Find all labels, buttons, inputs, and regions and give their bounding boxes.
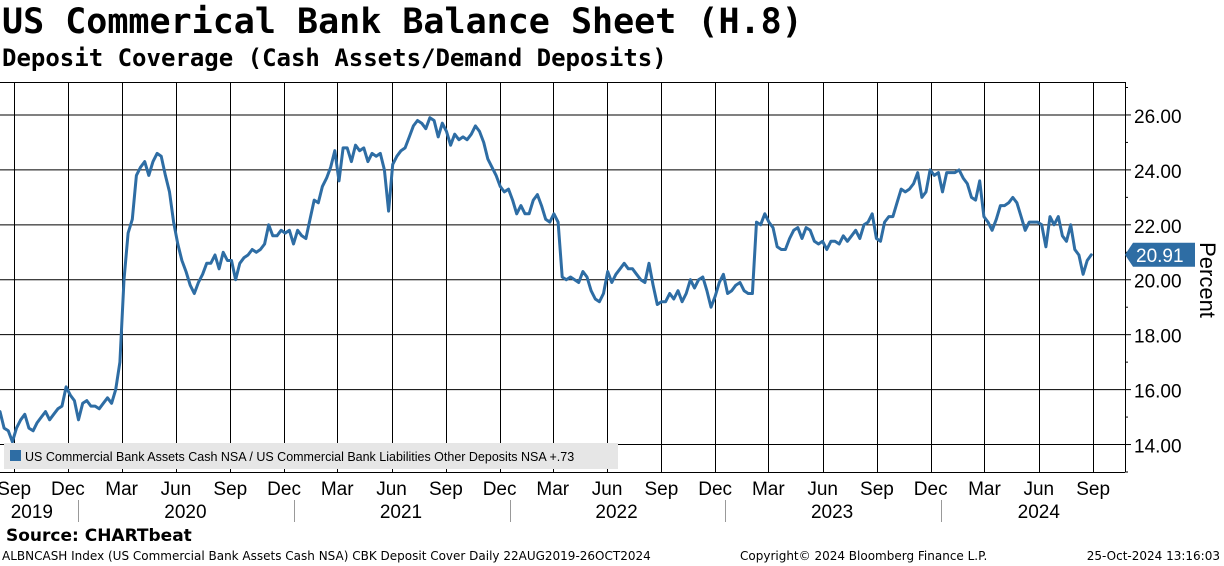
y-tick-label: 16.00 (1134, 382, 1182, 403)
y-axis: 14.00 16.00 18.00 20.00 22.00 24.00 26.00 Perce… (1125, 86, 1220, 473)
chart-subtitle: Deposit Coverage (Cash Assets/Demand Dep… (2, 44, 667, 72)
last-value-label: 20.91 (1136, 246, 1184, 267)
x-tick-label: Sep (645, 479, 679, 500)
x-tick-label: Sep (0, 479, 31, 500)
x-year-label: 2019 (11, 502, 53, 523)
last-value-tag: 20.91 (1125, 242, 1195, 267)
footer-timestamp: 25-Oct-2024 13:16:03 (1086, 549, 1220, 563)
last-value-tag-bg (1125, 242, 1195, 267)
y-tick-label: 26.00 (1134, 107, 1182, 128)
legend-label: US Commercial Bank Assets Cash NSA / US … (25, 450, 574, 464)
x-tick-label: Dec (698, 479, 732, 500)
x-tick-label: Dec (483, 479, 517, 500)
footer-index-info: ALBNCASH Index (US Commercial Bank Asset… (2, 549, 651, 563)
y-tick-label: 22.00 (1134, 217, 1182, 238)
x-tick-label: Sep (860, 479, 894, 500)
x-year-label: 2023 (811, 502, 853, 523)
x-year-label: 2024 (1018, 502, 1061, 523)
y-tick-label: 14.00 (1134, 437, 1182, 458)
x-tick-label: Jun (807, 479, 838, 500)
x-tick-label: Jun (592, 479, 623, 500)
x-year-label: 2020 (164, 502, 206, 523)
x-tick-label: Mar (968, 479, 1001, 500)
legend: US Commercial Bank Assets Cash NSA / US … (4, 443, 618, 469)
x-tick-label: Sep (1076, 479, 1110, 500)
source-note: Source: CHARTbeat (6, 526, 192, 546)
chart-title: US Commerical Bank Balance Sheet (H.8) (2, 2, 803, 42)
series-layer (0, 116, 1093, 444)
x-tick-label: Sep (429, 479, 463, 500)
y-axis-label: Percent (1195, 242, 1220, 318)
y-tick-label: 24.00 (1134, 162, 1182, 183)
y-tick-label: 18.00 (1134, 327, 1182, 348)
x-tick-label: Dec (267, 479, 301, 500)
x-tick-label: Mar (752, 479, 785, 500)
x-tick-label: Mar (105, 479, 138, 500)
series-line (0, 116, 1093, 444)
footer-copyright: Copyright© 2024 Bloomberg Finance L.P. (740, 549, 988, 563)
x-tick-label: Jun (161, 479, 192, 500)
x-tick-label: Jun (1023, 479, 1054, 500)
x-tick-label: Dec (914, 479, 948, 500)
x-tick-label: Mar (321, 479, 354, 500)
y-tick-label: 20.00 (1134, 272, 1182, 293)
legend-swatch (10, 450, 21, 461)
plot-frame (0, 82, 1126, 473)
x-year-label: 2022 (595, 502, 637, 523)
x-tick-label: Dec (51, 479, 85, 500)
legend-box (4, 443, 618, 469)
x-tick-label: Mar (536, 479, 569, 500)
x-axis: Sep Dec Mar Jun Sep Dec Mar Jun Sep Dec Mar Jun Sep D… (0, 479, 1110, 523)
x-tick-label: Jun (376, 479, 407, 500)
x-tick-label: Sep (213, 479, 247, 500)
x-year-label: 2021 (380, 502, 422, 523)
